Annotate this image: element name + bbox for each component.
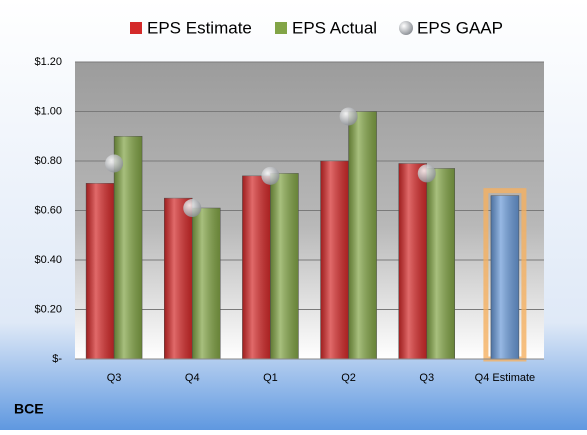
y-tick-label: $-: [52, 353, 62, 365]
y-tick-label: $0.20: [34, 303, 62, 315]
gaap-marker: [105, 154, 124, 173]
legend-label: EPS Actual: [292, 18, 377, 37]
y-tick-label: $1.20: [34, 56, 62, 68]
legend-label: EPS GAAP: [417, 18, 503, 37]
bar-shine: [164, 198, 193, 359]
y-tick-label: $0.40: [34, 254, 62, 266]
bar-shine: [398, 163, 427, 359]
legend-marker: [399, 21, 413, 35]
bar-shine: [114, 136, 143, 359]
bar-shine: [242, 175, 271, 359]
bar-shine: [270, 173, 299, 359]
legend-label: EPS Estimate: [147, 18, 252, 37]
x-tick-label: Q1: [263, 372, 278, 384]
bar-shine: [490, 195, 519, 359]
gaap-marker: [261, 166, 280, 185]
x-tick-label: Q4 Estimate: [475, 372, 536, 384]
gaap-marker: [339, 107, 358, 126]
bar-shine: [86, 183, 115, 359]
x-tick-label: Q3: [419, 372, 434, 384]
footer-label: BCE: [14, 401, 44, 417]
bar-shine: [426, 168, 455, 359]
gaap-marker: [183, 199, 202, 218]
legend-marker: [130, 22, 142, 34]
legend-marker: [275, 22, 287, 34]
y-tick-label: $1.00: [34, 105, 62, 117]
y-tick-label: $0.80: [34, 155, 62, 167]
bar-shine: [320, 161, 349, 359]
x-tick-label: Q2: [341, 372, 356, 384]
bar-shine: [348, 111, 377, 359]
x-tick-label: Q4: [185, 372, 200, 384]
bar-shine: [192, 208, 221, 359]
x-tick-label: Q3: [107, 372, 122, 384]
gaap-marker: [417, 164, 436, 183]
y-tick-label: $0.60: [34, 204, 62, 216]
